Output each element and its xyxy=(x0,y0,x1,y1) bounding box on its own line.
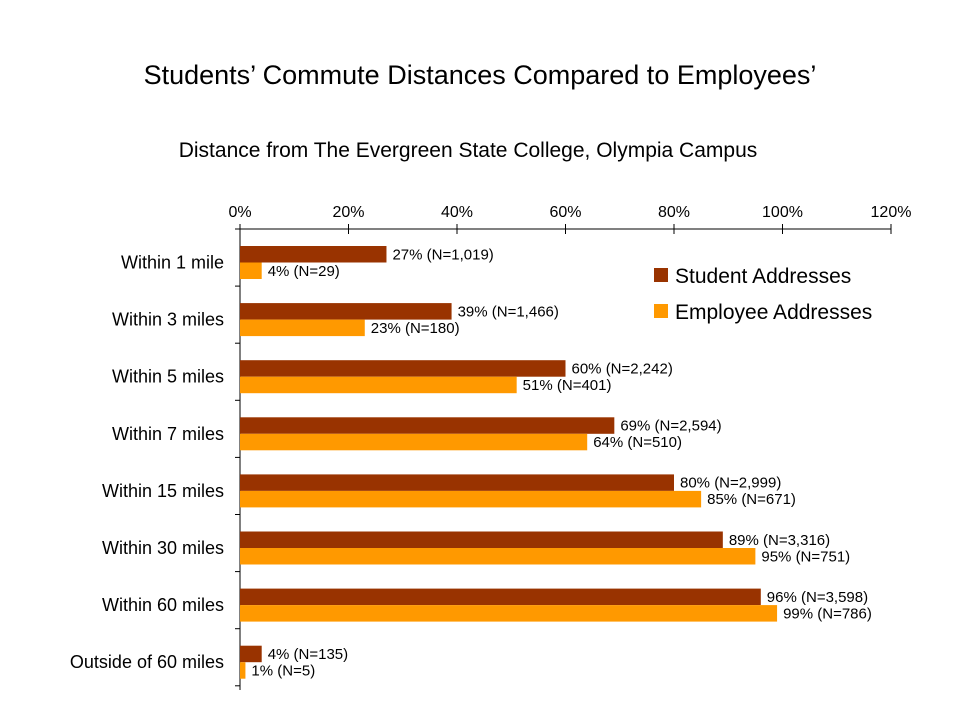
student-data-label: 69% (N=2,594) xyxy=(620,418,721,435)
category-label: Within 5 miles xyxy=(112,367,224,387)
category-label: Outside of 60 miles xyxy=(70,652,224,672)
student-bar xyxy=(240,531,723,548)
data-labels: 27% (N=1,019) 39% (N=1,466) 60% (N=2,242) 6… xyxy=(251,246,871,679)
legend-label-student: Student Addresses xyxy=(675,265,851,288)
student-bar xyxy=(240,645,262,663)
legend-label-employee: Employee Addresses xyxy=(675,301,872,324)
category-label: Within 60 miles xyxy=(102,595,224,615)
employee-bar xyxy=(240,490,702,508)
category-label: Within 1 mile xyxy=(121,253,224,273)
employee-data-label: 23% (N=180) xyxy=(371,320,460,337)
x-tick-label: 100% xyxy=(762,204,803,221)
x-axis: 0% 20% 40% 60% 80% 100% 120% xyxy=(228,204,911,690)
category-label: Within 30 miles xyxy=(102,538,224,558)
student-data-label: 39% (N=1,466) xyxy=(458,303,559,320)
employee-bar xyxy=(240,376,517,394)
category-label: Within 3 miles xyxy=(112,310,224,330)
employee-data-label: 4% (N=29) xyxy=(268,263,340,280)
student-data-label: 89% (N=3,316) xyxy=(729,532,830,549)
employee-data-label: 95% (N=751) xyxy=(761,548,850,565)
employee-data-label: 99% (N=786) xyxy=(783,605,872,622)
employee-data-label: 64% (N=510) xyxy=(593,434,682,451)
employee-bar xyxy=(240,262,262,279)
legend-swatch-student xyxy=(654,268,668,282)
chart-subtitle: Distance from The Evergreen State Colleg… xyxy=(179,139,758,162)
student-data-label: 60% (N=2,242) xyxy=(572,360,673,377)
student-bar xyxy=(240,588,761,606)
legend-swatch-employee xyxy=(654,304,668,318)
student-data-label: 27% (N=1,019) xyxy=(392,246,493,263)
employee-bar xyxy=(240,433,588,451)
employee-data-label: 1% (N=5) xyxy=(251,662,315,679)
employee-bar xyxy=(240,548,756,565)
category-label: Within 15 miles xyxy=(102,481,224,501)
employee-data-label: 51% (N=401) xyxy=(523,377,612,394)
student-bar xyxy=(240,246,387,263)
student-bar xyxy=(240,474,674,491)
employee-bar xyxy=(240,662,246,679)
x-tick-label: 20% xyxy=(332,204,364,221)
student-bar xyxy=(240,417,615,434)
employee-bar xyxy=(240,319,365,337)
x-tick-label: 40% xyxy=(441,204,473,221)
x-tick-label: 60% xyxy=(549,204,581,221)
student-bar xyxy=(240,303,452,320)
student-data-label: 80% (N=2,999) xyxy=(680,475,781,492)
category-label: Within 7 miles xyxy=(112,424,224,444)
student-bar xyxy=(240,360,566,377)
student-data-label: 96% (N=3,598) xyxy=(767,589,868,606)
x-tick-label: 0% xyxy=(228,204,251,221)
x-tick-label: 120% xyxy=(871,204,912,221)
employee-data-label: 85% (N=671) xyxy=(707,491,796,508)
bars xyxy=(240,246,778,679)
legend: Student Addresses Employee Addresses xyxy=(654,265,872,324)
slide-title: Students’ Commute Distances Compared to … xyxy=(143,60,817,90)
category-labels: Within 1 mile Within 3 miles Within 5 mile… xyxy=(70,228,240,687)
student-data-label: 4% (N=135) xyxy=(268,646,348,663)
employee-bar xyxy=(240,605,778,622)
x-tick-label: 80% xyxy=(658,204,690,221)
